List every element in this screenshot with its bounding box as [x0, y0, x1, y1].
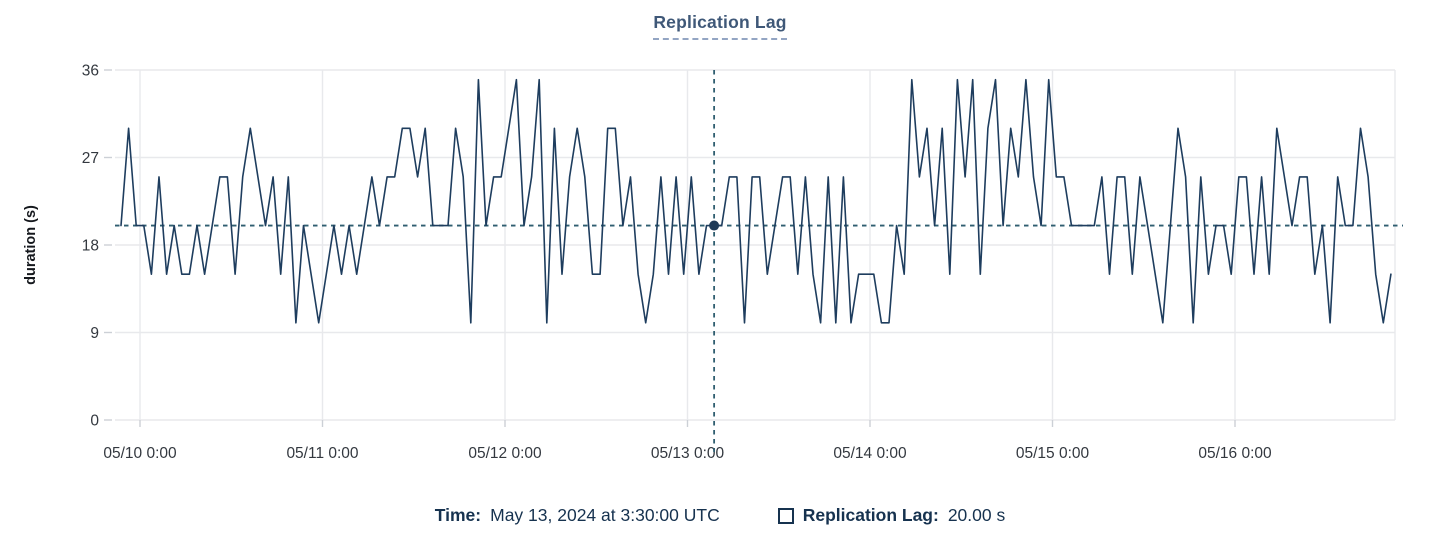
time-label: Time:: [434, 505, 482, 525]
x-tick-label: 05/13 0:00: [651, 445, 725, 462]
x-tick-label: 05/16 0:00: [1198, 445, 1272, 462]
legend-item-replication-lag[interactable]: Replication Lag: 20.00 s: [777, 505, 1006, 526]
x-tick-label: 05/12 0:00: [468, 445, 542, 462]
crosshair-dot: [709, 220, 720, 231]
x-tick-label: 05/11 0:00: [286, 445, 358, 462]
series-value: 20.00 s: [947, 505, 1006, 525]
x-tick-label: 05/10 0:00: [103, 445, 177, 462]
y-tick-label: 9: [90, 325, 99, 342]
y-tick-label: 36: [82, 63, 99, 80]
y-tick-label: 0: [90, 413, 99, 430]
tooltip-footer: Time: May 13, 2024 at 3:30:00 UTC Replic…: [0, 505, 1440, 526]
series-line-replication-lag[interactable]: [120, 78, 1392, 324]
x-tick-label: 05/14 0:00: [833, 445, 907, 462]
time-value: May 13, 2024 at 3:30:00 UTC: [490, 505, 720, 525]
y-tick-label: 27: [82, 150, 99, 167]
chart-title-row: Replication Lag: [0, 12, 1440, 40]
series-label: Replication Lag:: [802, 505, 939, 525]
y-tick-label: 18: [82, 238, 99, 255]
series-marker-icon: [777, 507, 794, 524]
x-tick-label: 05/15 0:00: [1016, 445, 1090, 462]
chart-plot-area[interactable]: 0 9 18 27 36 05/10 0:00 05/11 0:00 05/12 0:00 05…: [0, 0, 1440, 485]
chart-title[interactable]: Replication Lag: [653, 12, 787, 40]
